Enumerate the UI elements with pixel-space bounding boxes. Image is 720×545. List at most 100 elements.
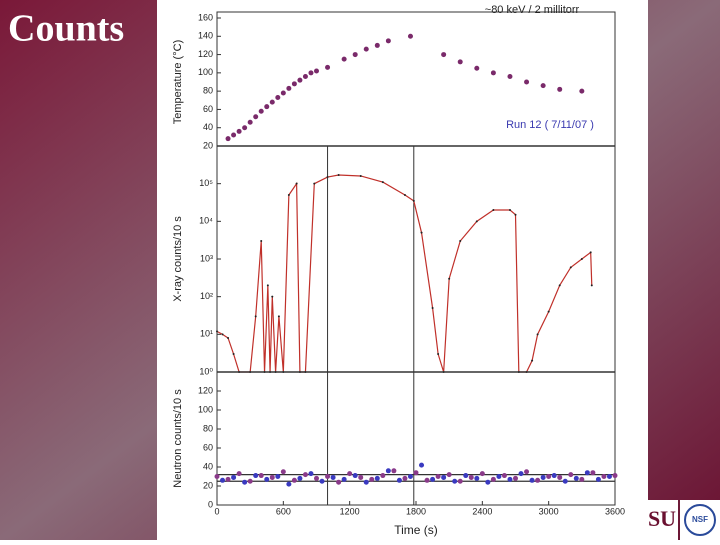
point — [513, 475, 518, 481]
point — [337, 173, 340, 176]
point — [269, 474, 275, 480]
point — [242, 479, 248, 485]
point — [231, 474, 237, 480]
logo-nsf: NSF — [692, 515, 708, 524]
point — [341, 56, 347, 62]
point — [302, 472, 308, 478]
point — [606, 474, 612, 479]
point — [269, 99, 275, 105]
point — [271, 295, 274, 298]
point — [562, 478, 568, 484]
point — [441, 52, 447, 58]
y-tick-label: 60 — [203, 442, 213, 452]
point — [291, 81, 297, 87]
point — [412, 199, 415, 202]
nsf-ring — [684, 504, 716, 536]
point — [358, 474, 364, 480]
run-label: Run 12 ( 7/11/07 ) — [506, 119, 594, 131]
point — [501, 473, 507, 479]
point — [325, 474, 331, 479]
point — [579, 88, 585, 94]
point — [573, 475, 579, 481]
point — [326, 176, 329, 179]
point — [232, 353, 235, 356]
x-tick-label: 1200 — [340, 506, 360, 516]
point — [490, 476, 496, 482]
point — [297, 475, 303, 481]
y-tick-label: 100 — [198, 67, 213, 77]
x-tick-label: 3600 — [605, 506, 625, 516]
point — [341, 476, 347, 482]
point — [475, 220, 478, 223]
point — [579, 476, 585, 482]
point — [286, 85, 292, 91]
logo-bg — [648, 500, 678, 540]
point — [479, 471, 485, 477]
point — [569, 266, 572, 269]
point — [551, 473, 557, 479]
point — [496, 474, 502, 479]
point — [448, 277, 451, 280]
point — [359, 174, 362, 177]
point — [524, 79, 530, 85]
point — [221, 333, 224, 336]
point — [236, 471, 242, 477]
point — [557, 474, 563, 480]
point — [413, 470, 419, 476]
y-tick-label: 60 — [203, 104, 213, 114]
point — [441, 474, 447, 480]
point — [325, 64, 331, 70]
x-tick-label: 2400 — [472, 506, 492, 516]
point — [314, 475, 319, 481]
point — [568, 472, 574, 478]
point — [302, 74, 308, 80]
point — [363, 479, 369, 485]
point — [227, 336, 230, 339]
point — [507, 476, 513, 482]
point — [214, 474, 220, 479]
y-axis-label: X-ray counts/10 s — [172, 216, 184, 302]
x-axis-label: Time (s) — [394, 523, 438, 537]
y-tick-label: 140 — [198, 31, 213, 41]
series-line — [216, 174, 593, 373]
point — [463, 473, 469, 479]
point — [297, 77, 303, 83]
y-tick-label: 80 — [203, 86, 213, 96]
point — [437, 353, 440, 356]
point — [385, 468, 391, 474]
point — [424, 477, 430, 483]
point — [231, 132, 237, 138]
y-tick-label: 10⁰ — [199, 366, 213, 376]
x-tick-label: 600 — [276, 506, 291, 516]
y-tick-label: 10⁴ — [199, 216, 213, 226]
point — [396, 477, 402, 483]
y-tick-label: 20 — [203, 480, 213, 490]
point — [590, 284, 593, 287]
point — [514, 213, 517, 216]
point — [529, 477, 535, 483]
point — [457, 59, 463, 65]
point — [220, 477, 226, 483]
point — [313, 182, 316, 185]
point — [374, 475, 380, 481]
point — [590, 470, 596, 476]
point — [336, 479, 342, 485]
point — [547, 310, 550, 313]
point — [254, 315, 257, 318]
point — [253, 114, 259, 120]
point — [468, 474, 474, 480]
point — [247, 478, 253, 484]
y-tick-label: 40 — [203, 122, 213, 132]
point — [446, 472, 452, 478]
x-tick-label: 1800 — [406, 506, 426, 516]
y-tick-label: 10⁵ — [199, 178, 213, 188]
point — [275, 95, 281, 101]
y-tick-label: 20 — [203, 140, 213, 150]
y-tick-label: 10² — [200, 291, 213, 301]
point — [474, 65, 480, 71]
y-axis-label: Neutron counts/10 s — [172, 389, 184, 488]
point — [225, 136, 231, 142]
point — [420, 231, 423, 234]
